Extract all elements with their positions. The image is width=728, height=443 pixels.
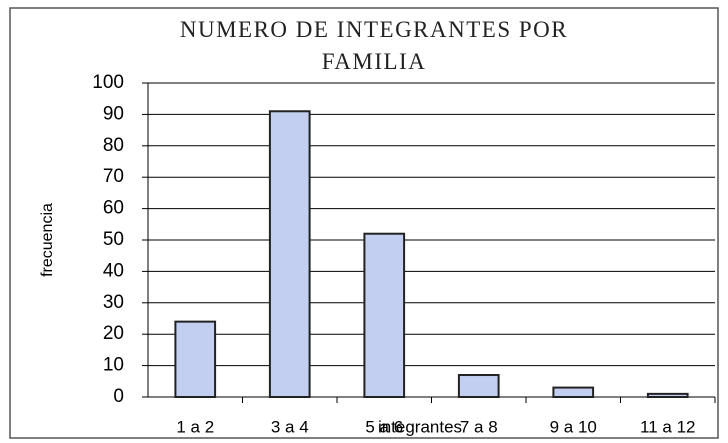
bar	[552, 386, 595, 398]
x-tick-label: 3 a 4	[271, 417, 309, 436]
y-tick-label: 10	[103, 355, 124, 376]
y-tick-label: 100	[92, 72, 124, 93]
bar	[646, 392, 689, 398]
x-tick-label: 7 a 8	[460, 417, 498, 436]
y-tick-label: 60	[103, 198, 124, 219]
y-tick-label: 20	[103, 323, 124, 344]
x-axis-label: integrantes	[378, 417, 462, 436]
x-tick-label: 11 a 12	[640, 417, 695, 436]
chart-title: NUMERO DE INTEGRANTES POR FAMILIA	[179, 17, 569, 74]
y-axis-label: frecuencia	[39, 203, 56, 277]
y-tick-label: 90	[103, 103, 124, 124]
x-tick-label: 5 a 6	[365, 417, 403, 436]
bar	[174, 320, 217, 399]
bar	[363, 232, 406, 398]
bar	[457, 374, 500, 398]
x-tick-label: 1 a 2	[176, 417, 214, 436]
y-tick-label: 0	[113, 386, 124, 407]
y-tick-label: 40	[103, 260, 124, 281]
y-tick-label: 70	[103, 166, 124, 187]
y-tick-label: 30	[103, 292, 124, 313]
y-tick-label: 50	[103, 229, 124, 250]
y-tick-label: 80	[103, 135, 124, 156]
bar	[268, 110, 311, 398]
x-tick-label: 9 a 10	[550, 417, 597, 436]
